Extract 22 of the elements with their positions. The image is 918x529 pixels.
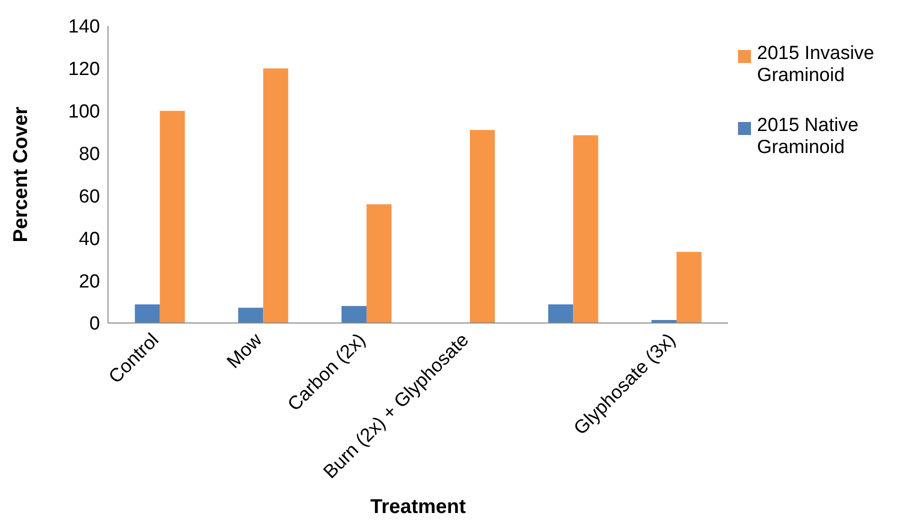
bar xyxy=(342,306,367,323)
x-axis-title: Treatment xyxy=(370,496,466,518)
bar xyxy=(573,135,598,323)
y-tick-label: 100 xyxy=(68,102,100,123)
y-axis-title: Percent Cover xyxy=(10,106,32,242)
y-tick-label: 140 xyxy=(68,16,100,38)
bar xyxy=(548,304,574,323)
y-tick-label: 0 xyxy=(89,314,100,335)
legend-label: 2015 Native Graminoid xyxy=(757,115,860,159)
bar xyxy=(134,304,160,323)
bar xyxy=(676,252,702,323)
y-tick-label: 120 xyxy=(68,59,100,80)
legend-label: 2015 Invasive Graminoid xyxy=(757,43,876,87)
bar xyxy=(238,308,264,323)
y-tick-label: 40 xyxy=(78,228,100,250)
bar xyxy=(263,68,288,323)
bar xyxy=(366,204,392,323)
bar xyxy=(160,110,185,323)
y-tick-label: 20 xyxy=(78,271,100,292)
y-tick-label: 80 xyxy=(78,144,100,166)
y-tick-label: 60 xyxy=(78,186,100,208)
bar xyxy=(470,130,495,323)
